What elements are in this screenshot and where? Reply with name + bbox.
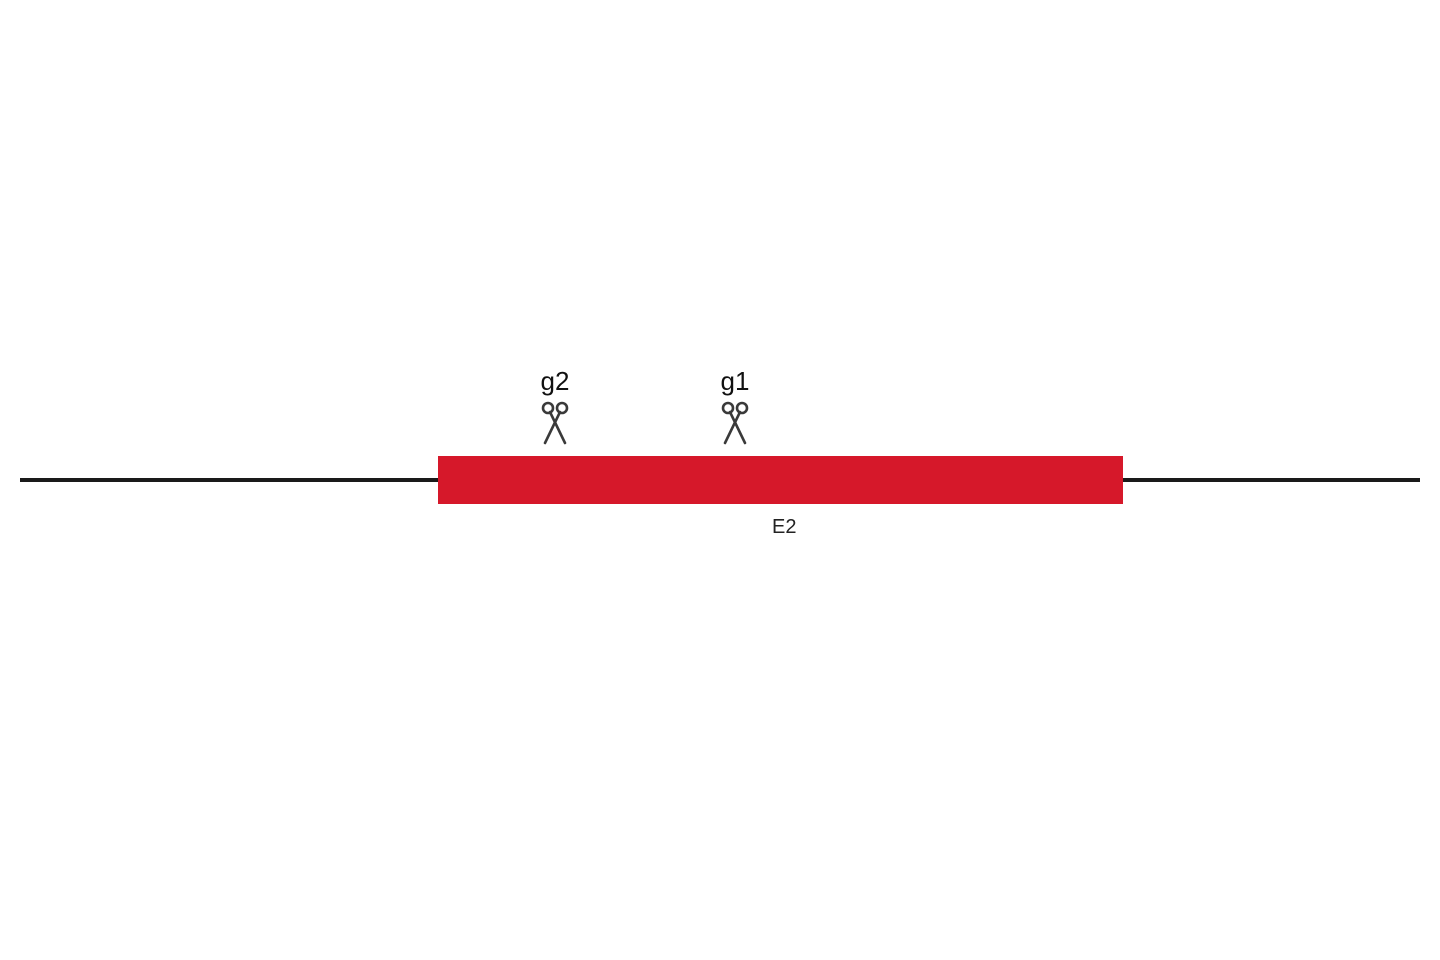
cut-site-g1: g1: [715, 366, 755, 445]
scissors-icon: [538, 401, 572, 445]
cut-label-g1: g1: [715, 366, 755, 397]
scissors-icon: [718, 401, 752, 445]
intron-line-left: [20, 478, 438, 482]
intron-line-right: [1123, 478, 1420, 482]
cut-site-g2: g2: [535, 366, 575, 445]
cut-label-g2: g2: [535, 366, 575, 397]
exon-block: [438, 456, 1123, 504]
exon-label: E2: [772, 516, 796, 539]
